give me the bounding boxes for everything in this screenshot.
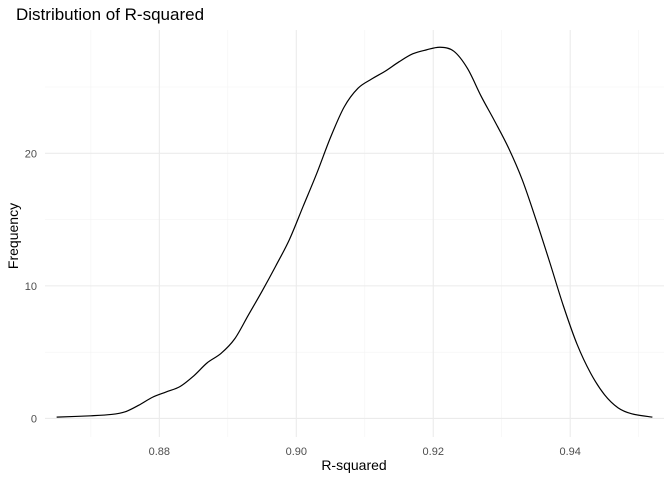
y-tick-label: 0 bbox=[31, 413, 37, 425]
y-tick-label: 10 bbox=[25, 281, 37, 293]
x-tick-label: 0.94 bbox=[559, 446, 580, 458]
y-tick-label: 20 bbox=[25, 148, 37, 160]
x-tick-label: 0.88 bbox=[149, 446, 170, 458]
x-tick-label: 0.92 bbox=[423, 446, 444, 458]
chart-title: Distribution of R-squared bbox=[16, 5, 204, 24]
x-tick-label: 0.90 bbox=[286, 446, 307, 458]
x-axis-label: R-squared bbox=[321, 457, 386, 473]
density-curve bbox=[56, 46, 653, 418]
plot-grid bbox=[45, 30, 664, 437]
y-axis-ticks: 0 10 20 bbox=[25, 148, 37, 425]
y-axis-label: Frequency bbox=[5, 203, 21, 269]
x-axis-ticks: 0.88 0.90 0.92 0.94 bbox=[149, 446, 581, 458]
